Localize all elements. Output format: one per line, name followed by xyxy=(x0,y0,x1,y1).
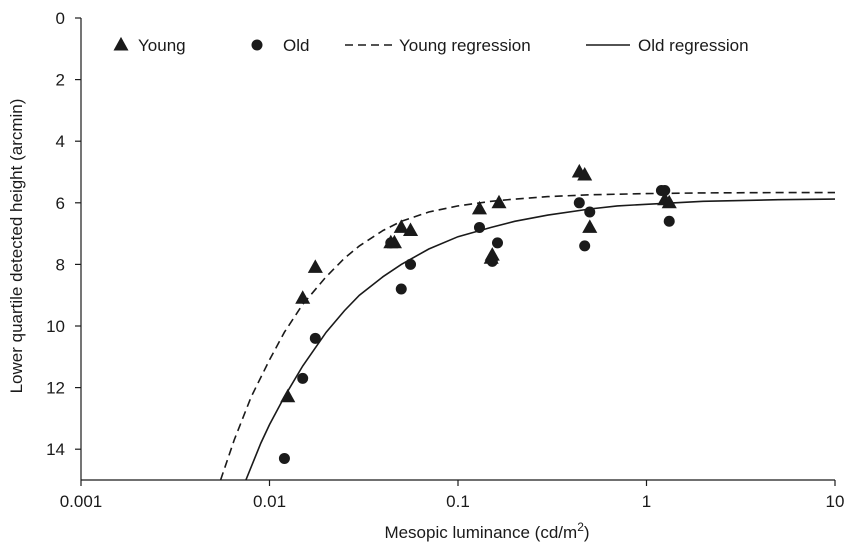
old-data-point xyxy=(486,255,498,267)
old-data-point xyxy=(278,452,290,464)
legend: Young Old Young regression Old regression xyxy=(113,36,749,55)
x-tick-label: 1 xyxy=(642,492,651,511)
x-tick-label: 10 xyxy=(826,492,845,511)
old-data-point xyxy=(309,332,321,344)
y-ticks: 0 2 4 6 8 10 12 14 xyxy=(46,9,81,459)
legend-old-marker xyxy=(251,39,263,51)
old-data-point xyxy=(584,206,596,218)
young-data-point xyxy=(661,194,677,209)
old-data-point xyxy=(405,258,417,270)
old-data-point xyxy=(297,372,309,384)
legend-young-marker xyxy=(113,36,129,51)
young-data-point xyxy=(307,259,323,273)
young-data-point xyxy=(295,290,311,304)
old-data-point xyxy=(473,221,485,233)
young-data-point xyxy=(471,200,487,215)
young-data-point xyxy=(582,219,598,233)
legend-young-label: Young xyxy=(138,36,186,55)
x-tick-label: 0.001 xyxy=(60,492,103,511)
young-data-point xyxy=(484,247,500,261)
x-axis-label: Mesopic luminance (cd/m2) xyxy=(384,520,589,542)
old-data-point xyxy=(573,197,585,209)
x-axis-label-sup: 2 xyxy=(577,520,584,534)
axes xyxy=(80,18,835,481)
y-tick-label: 14 xyxy=(46,440,65,459)
young-data-point xyxy=(393,219,409,233)
old-data-point xyxy=(659,184,671,196)
legend-old-label: Old xyxy=(283,36,309,55)
old-data-point xyxy=(663,215,675,227)
data-points xyxy=(278,163,677,464)
x-ticks: 0.001 0.01 0.1 1 10 xyxy=(60,480,845,511)
young-data-point xyxy=(403,222,419,236)
x-axis-label-end: ) xyxy=(584,523,590,542)
y-tick-label: 10 xyxy=(46,317,65,336)
young-data-point xyxy=(491,194,507,209)
young-data-point xyxy=(577,167,593,181)
y-tick-label: 0 xyxy=(56,9,65,28)
old-data-point xyxy=(491,237,503,249)
young-data-point xyxy=(280,388,296,403)
old-regression-line xyxy=(245,198,836,481)
old-data-point xyxy=(385,237,397,249)
x-axis-label-main: Mesopic luminance (cd/m xyxy=(384,523,577,542)
x-tick-label: 0.1 xyxy=(446,492,470,511)
young-regression-line xyxy=(219,191,835,481)
old-data-point xyxy=(395,283,407,295)
y-tick-label: 12 xyxy=(46,379,65,398)
regression-lines xyxy=(219,191,836,481)
x-tick-label: 0.01 xyxy=(253,492,286,511)
legend-old-regression-label: Old regression xyxy=(638,36,749,55)
y-tick-label: 2 xyxy=(56,71,65,90)
y-tick-label: 4 xyxy=(56,132,65,151)
y-tick-label: 6 xyxy=(56,194,65,213)
y-tick-label: 8 xyxy=(56,255,65,274)
old-data-point xyxy=(579,240,591,252)
legend-young-regression-label: Young regression xyxy=(399,36,531,55)
y-axis-label: Lower quartile detected height (arcmin) xyxy=(7,99,26,394)
